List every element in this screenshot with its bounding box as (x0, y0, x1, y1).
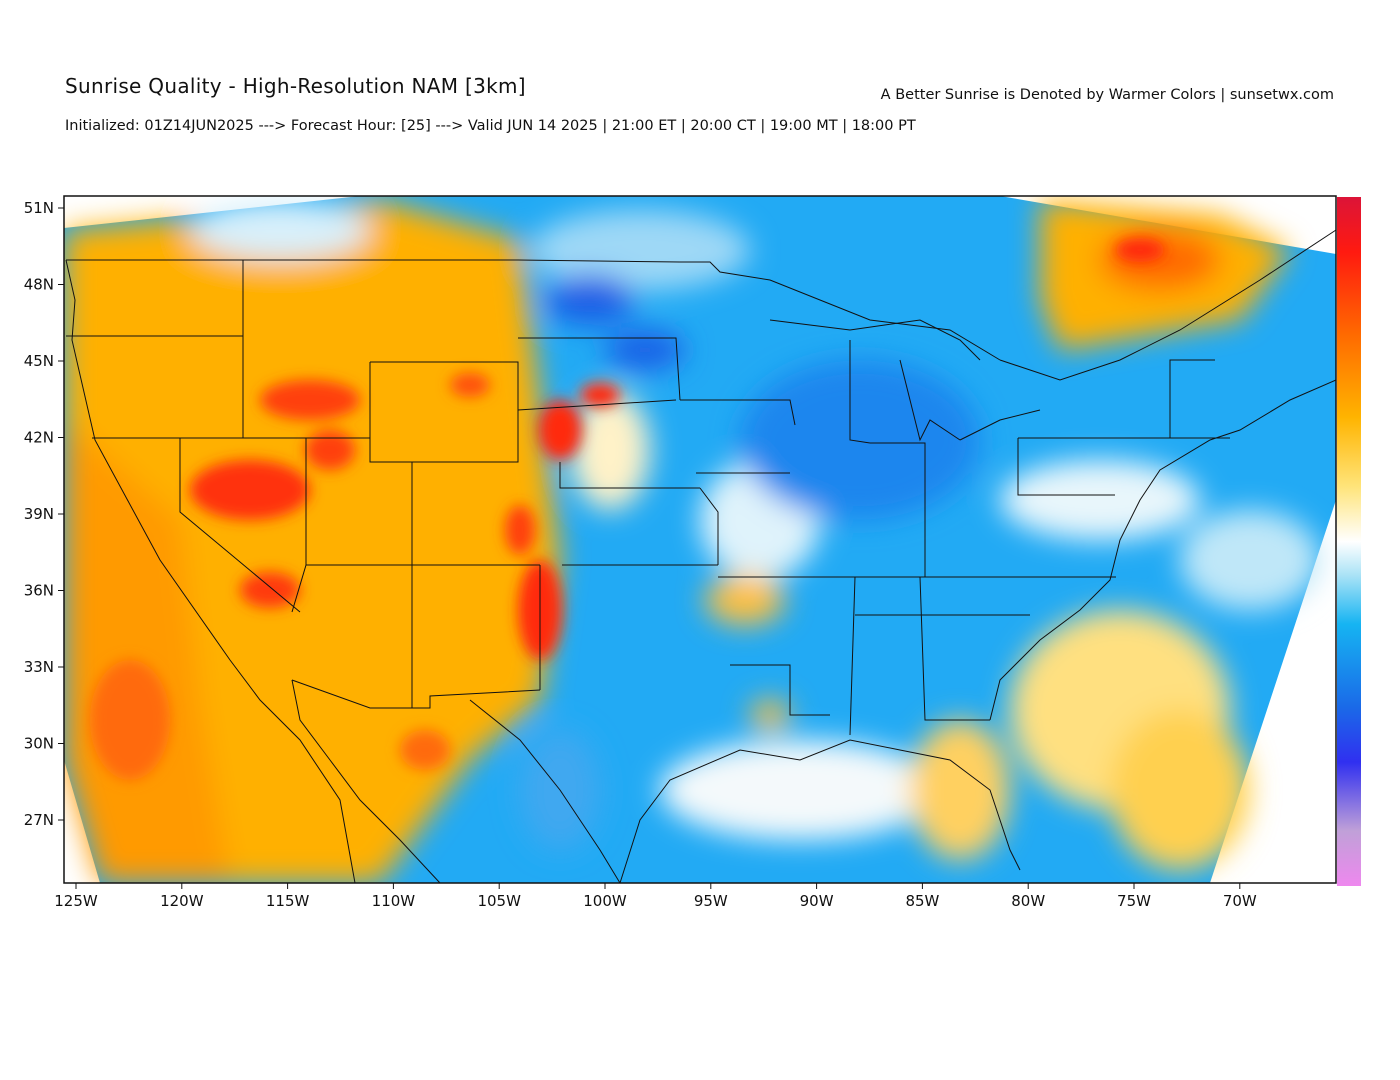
state-borders (65, 229, 1337, 884)
lat-tick-label: 27N (24, 811, 54, 829)
lon-tick-label: 80W (1011, 892, 1045, 910)
lat-tick-label: 30N (24, 735, 54, 753)
lat-tick-label: 42N (24, 429, 54, 447)
colorbar (1337, 197, 1361, 886)
lon-tick-label: 95W (694, 892, 728, 910)
lat-tick-label: 51N (24, 199, 54, 217)
lon-tick-label: 75W (1117, 892, 1151, 910)
lon-tick-label: 105W (477, 892, 521, 910)
forecast-field (64, 196, 1336, 883)
lon-tick-label: 115W (266, 892, 310, 910)
lon-tick-label: 110W (372, 892, 416, 910)
lon-tick-label: 90W (800, 892, 834, 910)
lon-tick-label: 120W (160, 892, 204, 910)
lon-tick-label: 70W (1223, 892, 1257, 910)
lat-tick-label: 48N (24, 276, 54, 294)
lat-tick-label: 45N (24, 352, 54, 370)
credit-text: A Better Sunrise is Denoted by Warmer Co… (880, 87, 1334, 103)
page-title: Sunrise Quality - High-Resolution NAM [3… (65, 74, 526, 98)
forecast-subtitle: Initialized: 01Z14JUN2025 ---> Forecast … (65, 118, 916, 134)
lat-tick-label: 33N (24, 658, 54, 676)
latitude-axis: 51N 48N 45N 42N 39N 36N 33N 30N 27N (24, 199, 64, 829)
map-frame (63, 195, 1337, 884)
lat-tick-label: 39N (24, 505, 54, 523)
longitude-axis: 125W 120W 115W 110W 105W 100W 95W 90W 85W 80W 75W 7… (54, 883, 1257, 910)
lat-tick-label: 36N (24, 582, 54, 600)
lon-tick-label: 85W (905, 892, 939, 910)
lon-tick-label: 100W (583, 892, 627, 910)
lon-tick-label: 125W (54, 892, 98, 910)
